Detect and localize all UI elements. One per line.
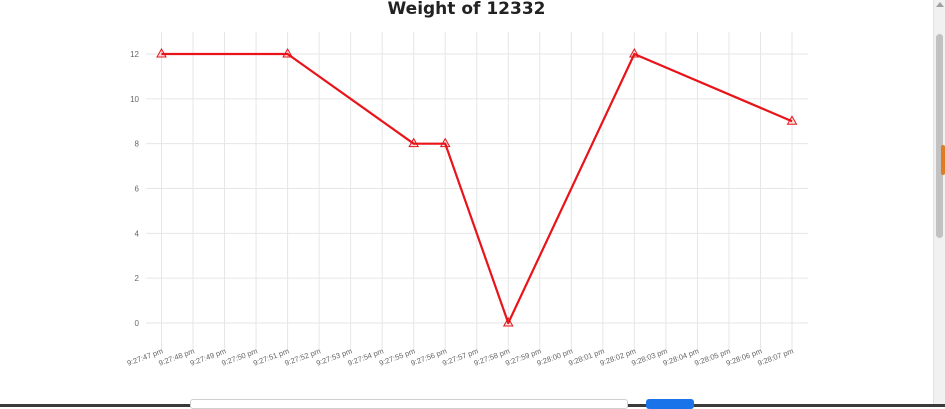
data-point-marker xyxy=(408,137,420,148)
data-point-marker xyxy=(282,47,293,58)
y-tick-label: 4 xyxy=(135,229,140,238)
entry-input[interactable] xyxy=(190,399,628,409)
y-tick-label: 2 xyxy=(135,274,140,283)
data-point-marker xyxy=(786,115,798,125)
chart-grid xyxy=(146,32,808,350)
y-tick-label: 12 xyxy=(130,50,139,59)
data-point-marker xyxy=(156,47,167,58)
scroll-position-marker xyxy=(941,145,945,175)
scrollbar-thumb[interactable] xyxy=(936,34,943,238)
y-axis-ticks: 0 2 4 6 8 10 12 xyxy=(130,50,139,328)
x-axis-ticks: 9:27:47 pm9:27:48 pm9:27:49 pm9:27:50 pm… xyxy=(126,346,795,367)
chart-title: Weight of 12332 xyxy=(387,0,546,19)
vertical-scrollbar[interactable] xyxy=(933,0,945,404)
series-line xyxy=(161,52,793,325)
chart-series xyxy=(156,47,798,327)
y-tick-label: 10 xyxy=(130,95,139,104)
data-point-marker xyxy=(439,137,451,148)
scroll-up-arrow-icon[interactable] xyxy=(936,2,944,7)
y-tick-label: 8 xyxy=(135,140,140,149)
line-chart: 0 2 4 6 8 10 12 9:27:47 pm9:27:48 pm9:27:49 pm… xyxy=(126,32,808,368)
y-tick-label: 6 xyxy=(135,185,140,194)
x-tick-label: 9:28:07 pm xyxy=(756,346,794,367)
data-point-marker xyxy=(629,47,640,58)
y-tick-label: 0 xyxy=(135,319,140,328)
data-point-marker xyxy=(502,316,514,327)
submit-button[interactable] xyxy=(646,399,694,409)
